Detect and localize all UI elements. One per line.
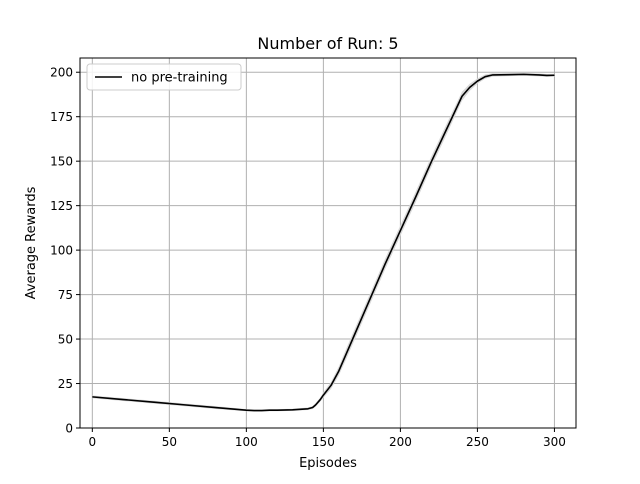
x-tick-label: 200 (389, 435, 412, 449)
y-tick-label: 150 (50, 155, 73, 169)
legend: no pre-training (86, 63, 242, 91)
series-lines (92, 73, 555, 412)
y-tick-label: 50 (58, 333, 73, 347)
y-axis: 0 25 50 75 100 125 150 175 200 (50, 66, 80, 436)
y-tick-label: 200 (50, 66, 73, 80)
y-tick-label: 100 (50, 244, 73, 258)
y-tick-label: 175 (50, 110, 73, 124)
y-tick-label: 0 (65, 422, 73, 436)
legend-box (86, 63, 242, 91)
x-tick-label: 50 (162, 435, 177, 449)
series-line (92, 73, 555, 412)
x-tick-label: 100 (235, 435, 258, 449)
y-tick-label: 25 (58, 377, 73, 391)
x-axis-label: Episodes (299, 456, 357, 471)
x-axis: 0 50 100 150 200 250 300 (89, 428, 566, 449)
plot-frame (79, 57, 577, 429)
x-tick-label: 150 (312, 435, 335, 449)
x-tick-label: 300 (543, 435, 566, 449)
x-tick-label: 250 (466, 435, 489, 449)
y-tick-label: 125 (50, 199, 73, 213)
y-tick-label: 75 (58, 288, 73, 302)
y-axis-label: Average Rewards (24, 186, 39, 299)
legend-label: no pre-training (131, 71, 228, 86)
chart-title: Number of Run: 5 (257, 34, 398, 53)
x-tick-label: 0 (89, 435, 97, 449)
